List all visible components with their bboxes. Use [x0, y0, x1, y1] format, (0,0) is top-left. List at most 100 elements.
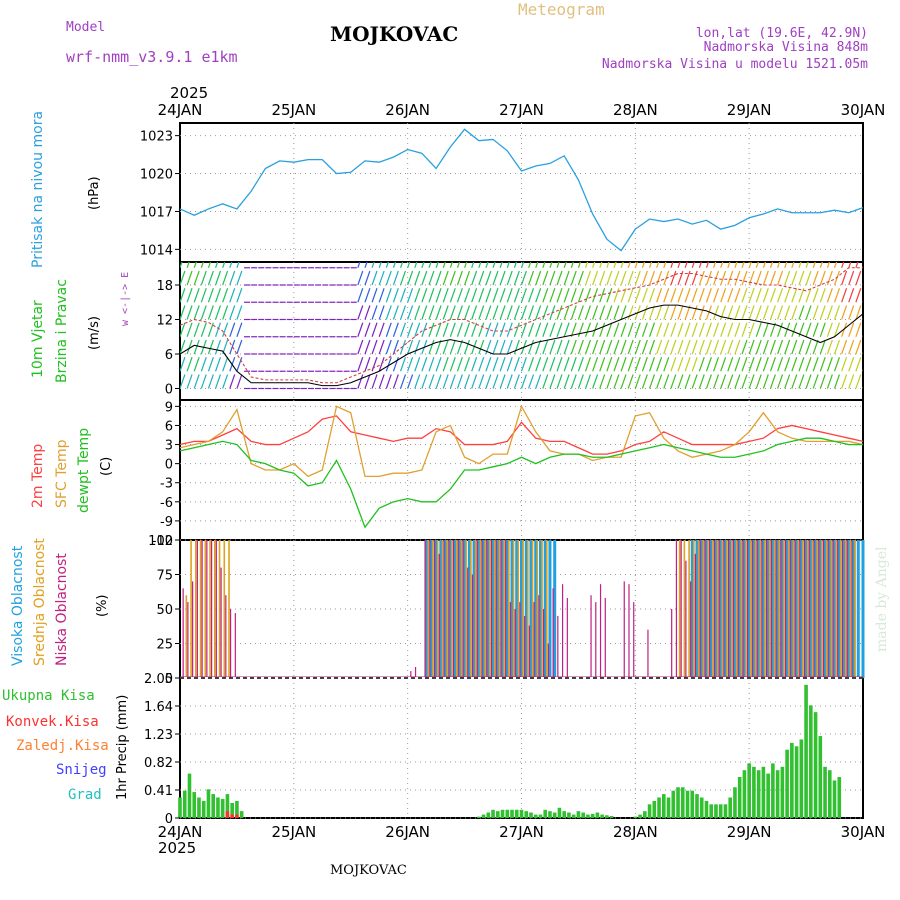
wind-barb [528, 262, 532, 268]
wind-barb [407, 262, 411, 268]
precip-total-bar [799, 739, 804, 818]
cloud-low-bar [813, 540, 815, 678]
wind-barb [777, 305, 784, 320]
wind-barb [549, 339, 556, 355]
wind-barb [584, 374, 591, 389]
wind-barb [599, 305, 606, 320]
wind-barb [506, 262, 510, 268]
cloud-high-bar [453, 540, 457, 678]
cloud-high-bar [538, 540, 542, 678]
wind-label-1: 10m Vjetar [30, 300, 46, 378]
y-tick-label: 6 [165, 348, 173, 363]
cloud-mid-bar [470, 540, 472, 678]
wind-barb [485, 305, 492, 320]
wind-barb [499, 357, 506, 372]
wind-barb [535, 339, 542, 355]
precip-total-bar [586, 814, 590, 818]
wind-barb [784, 322, 791, 337]
wind-barb [769, 288, 776, 303]
precip-total-bar [562, 811, 566, 818]
wind-barb [535, 262, 539, 268]
cloud-low-bar [215, 540, 217, 678]
precip-total-bar [581, 812, 585, 818]
cloud-high-bar [814, 540, 818, 678]
y-tick-label: 1023 [140, 130, 173, 145]
wind-barb [371, 339, 378, 355]
wind-barb [634, 270, 641, 286]
y-tick-label: 1017 [140, 205, 173, 220]
wind-barb [563, 322, 570, 337]
cloud-high-bar [553, 540, 557, 678]
wind-barb [485, 262, 489, 268]
cloud-low-bar [552, 588, 554, 678]
wind-barb [478, 339, 485, 355]
wind-barb [399, 288, 407, 303]
wind-barb [805, 322, 812, 337]
wind-barb [691, 262, 695, 268]
wind-barb [606, 270, 613, 286]
cloud-high-bar [496, 540, 500, 678]
wind-barb [599, 270, 606, 286]
wind-barb [848, 339, 855, 355]
precip-total-bar [510, 809, 514, 818]
wind-barb [584, 288, 591, 303]
wind-barb [236, 339, 243, 355]
wind-barb [705, 262, 710, 268]
cloud-high-bar [714, 540, 718, 678]
cloud-mid-bar [712, 540, 714, 678]
wind-barb [833, 357, 841, 372]
cloud-low-bar [471, 574, 474, 678]
wind-barb [570, 288, 577, 303]
cloud-low-bar [505, 540, 507, 678]
precip-total-bar [211, 794, 216, 818]
cloud-low-bar [467, 567, 469, 678]
wind-barb [613, 357, 620, 372]
cloud-unit: (%) [95, 595, 110, 618]
pressure-label: Pritisak na nivou mora [30, 111, 46, 268]
wind-barb [592, 262, 596, 268]
cloud-low-bar [675, 540, 678, 678]
wind-barb [385, 305, 392, 320]
cloud-mid-bar [721, 540, 724, 678]
wind-barb [641, 322, 648, 337]
wind-barb [748, 357, 755, 372]
precip-total-bar [605, 815, 609, 818]
wind-barb [364, 322, 371, 337]
wind-barb [727, 374, 734, 389]
wind-barb [542, 322, 549, 337]
wind-barb [641, 357, 648, 372]
wind-barb [207, 374, 214, 389]
wind-barb [691, 288, 698, 303]
cloud-mid-bar [228, 540, 230, 678]
cloud-low-bar [410, 671, 412, 678]
wind-barb [520, 322, 527, 337]
cloud-mid-bar [517, 540, 520, 678]
cloud-label-1: Visoka Oblacnost [10, 545, 26, 666]
wind-barb [478, 288, 485, 303]
y-tick-label: 1014 [140, 243, 173, 258]
precip-total-bar [832, 780, 837, 818]
wind-barb [449, 374, 456, 389]
cloud-label-2: Srednja Oblacnost [32, 538, 48, 666]
wind-barb [200, 374, 207, 389]
wind-barb [186, 322, 193, 337]
wind-barb [428, 357, 435, 372]
wind-barb [407, 374, 414, 389]
wind-barb [713, 262, 717, 268]
wind-barb [542, 262, 546, 268]
wind-barb [762, 374, 769, 389]
wind-barb [727, 339, 734, 355]
wind-barb [556, 357, 563, 372]
wind-barb [513, 322, 520, 337]
cloud-low-bar [543, 609, 545, 678]
cloud-low-bar [495, 540, 497, 678]
wind-barb [407, 270, 414, 286]
wind-barb [499, 339, 506, 355]
wind-barb [656, 374, 663, 389]
wind-barb [542, 339, 549, 355]
cloud-low-bar [699, 540, 701, 678]
wind-barb [769, 305, 776, 320]
wind-barb [727, 305, 734, 320]
cloud-mid-bar [546, 540, 548, 678]
precip-legend-total: Ukupna Kisa [2, 688, 95, 704]
